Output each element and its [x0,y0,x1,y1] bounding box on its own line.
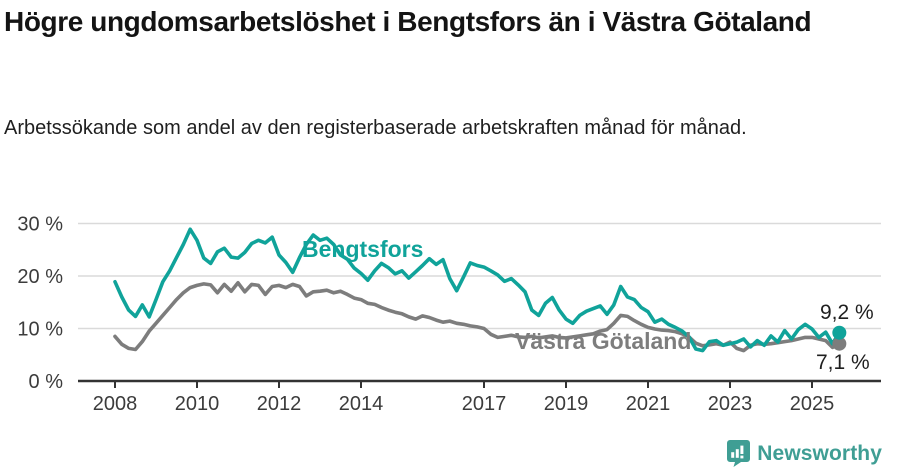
y-tick-label: 10 % [17,319,63,341]
x-tick-label: 2019 [544,393,589,415]
end-value-label-vastra-gotaland: 7,1 % [816,351,870,374]
end-value-label-bengtsfors: 9,2 % [820,301,874,324]
x-tick-label: 2025 [790,393,835,415]
x-tick-label: 2010 [175,393,220,415]
brand-name: Newsworthy [757,441,882,465]
y-tick-label: 30 % [17,214,63,236]
series-end-dot-1 [832,336,847,351]
page-title: Högre ungdomsarbetslöshet i Bengtsfors ä… [4,6,812,37]
x-tick-label: 2008 [93,393,138,415]
newsworthy-logo[interactable]: Newsworthy [727,440,882,467]
series-label-vastra-gotaland: Västra Götaland [515,328,692,354]
y-tick-label: 0 % [29,371,64,393]
x-tick-label: 2017 [462,393,507,415]
series-end-dot-0 [832,325,847,340]
series-label-bengtsfors: Bengtsfors [302,236,424,262]
x-tick-label: 2014 [339,393,384,415]
series-line-0 [113,227,842,353]
x-tick-label: 2021 [626,393,671,415]
y-tick-label: 20 % [17,266,63,288]
bar-chart-speech-bubble-icon [727,440,751,467]
series-line-1 [113,280,842,353]
x-tick-label: 2012 [257,393,302,415]
x-tick-label: 2023 [708,393,753,415]
chart-subtitle: Arbetssökande som andel av den registerb… [4,117,747,139]
